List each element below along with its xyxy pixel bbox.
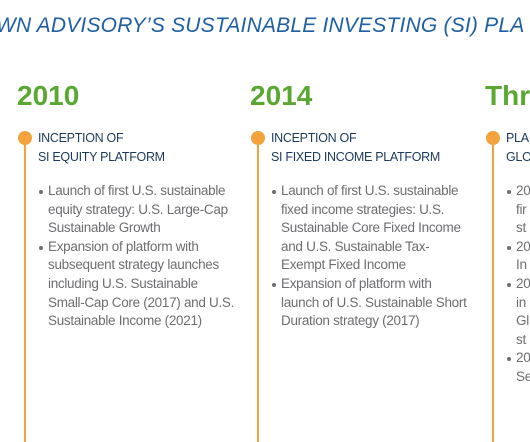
bullet-line: Exempt Fixed Income — [281, 257, 406, 273]
page-title: WN ADVISORY’S SUSTAINABLE INVESTING (SI)… — [0, 14, 525, 37]
timeline-line — [257, 138, 259, 442]
bullet-line: Se — [516, 368, 530, 384]
bullet-item: Launch of first U.S. sustainable fixed in… — [272, 182, 461, 275]
bullet-line: Gl — [516, 313, 529, 329]
bullet-line: 20 — [516, 238, 530, 254]
bullet-line: launch of U.S. Sustainable Short — [281, 294, 467, 310]
heading-line: PLA — [506, 131, 529, 145]
bullet-marker — [39, 190, 43, 194]
bullet-marker — [507, 245, 511, 250]
bullet-item: Launch of first U.S. sustainable equity s… — [39, 182, 228, 238]
bullet-item: 20 fir st — [507, 182, 530, 238]
bullet-line: Sustainable Income (2021) — [48, 313, 202, 329]
heading-line: INCEPTION OF — [271, 131, 357, 145]
bullet-item: 20 In — [507, 238, 530, 275]
bullet-line: In — [516, 257, 527, 273]
bullet-line: Small-Cap Core (2017) and U.S. — [48, 294, 235, 310]
milestone-heading: INCEPTION OF SI EQUITY PLATFORM — [38, 129, 165, 167]
bullet-marker — [272, 190, 276, 194]
timeline-line — [24, 138, 26, 442]
bullet-line: Sustainable Growth — [48, 220, 161, 236]
heading-line: GLO — [506, 150, 530, 164]
bullet-line: Expansion of platform with — [281, 276, 432, 291]
bullet-line: Duration strategy (2017) — [281, 313, 420, 329]
bullet-line: st — [516, 331, 526, 347]
heading-line: INCEPTION OF — [38, 131, 124, 145]
timeline-dot — [486, 131, 500, 145]
timeline-line — [492, 138, 494, 442]
bullet-line: Sustainable Core Fixed Income — [281, 220, 461, 236]
timeline-dot — [251, 131, 265, 145]
bullet-marker — [507, 283, 511, 287]
bullet-marker — [507, 190, 511, 194]
timeline-dot — [18, 131, 32, 145]
bullet-line: st — [516, 220, 526, 236]
bullet-line: subsequent strategy launches — [48, 257, 219, 273]
bullet-marker — [272, 283, 276, 287]
bullet-line: in — [516, 294, 526, 310]
milestone-heading: PLA GLO — [506, 129, 530, 167]
bullet-line: fir — [516, 201, 527, 217]
bullet-item: Expansion of platform with subsequent str… — [39, 238, 235, 331]
bullet-line: 20 — [516, 183, 530, 198]
bullet-line: fixed income strategies: U.S. — [281, 201, 445, 217]
year-label: 2010 — [17, 80, 80, 111]
bullet-line: 20 — [516, 276, 530, 291]
bullet-line: Launch of first U.S. sustainable — [48, 183, 226, 198]
bullet-line: equity strategy: U.S. Large-Cap — [48, 201, 228, 217]
bullet-marker — [39, 245, 43, 250]
bullet-line: including U.S. Sustainable — [48, 275, 198, 291]
bullet-line: 20 — [516, 350, 530, 366]
bullet-line: Launch of first U.S. sustainable — [281, 183, 459, 198]
bullet-line: and U.S. Sustainable Tax- — [281, 238, 430, 254]
bullet-item: Expansion of platform with launch of U.S.… — [272, 275, 467, 331]
year-label: 2014 — [250, 80, 313, 111]
bullet-marker — [507, 357, 511, 362]
bullet-item: 20 Se — [507, 349, 530, 386]
bullet-item: 20 in Gl st — [507, 275, 530, 349]
heading-line: SI FIXED INCOME PLATFORM — [271, 150, 440, 164]
year-label: Thr — [485, 80, 530, 111]
heading-line: SI EQUITY PLATFORM — [38, 150, 165, 164]
bullet-line: Expansion of platform with — [48, 238, 199, 254]
milestone-heading: INCEPTION OF SI FIXED INCOME PLATFORM — [271, 129, 440, 167]
